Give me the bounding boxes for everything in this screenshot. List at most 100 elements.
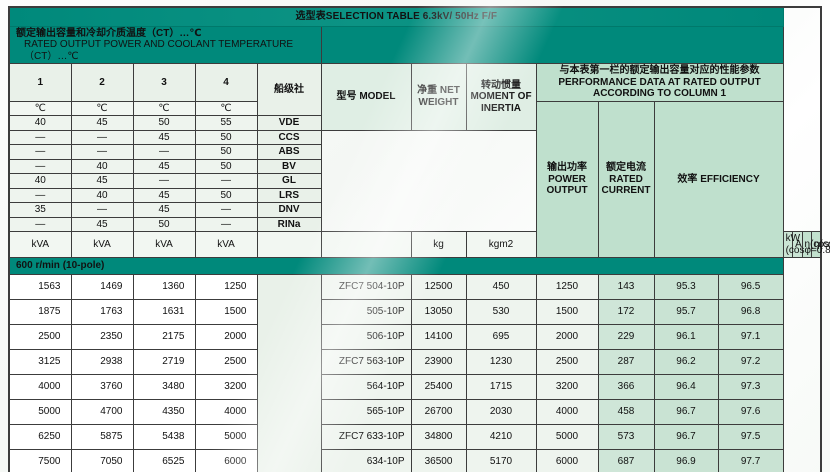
power-output-header: 输出功率 POWER OUTPUT [535, 100, 599, 258]
temp-value: 55 [194, 115, 258, 131]
rated-output-band-filler [320, 25, 784, 64]
power-output-header-en2: OUTPUT [546, 185, 588, 196]
cell-kva-4: 4000 [194, 399, 258, 425]
cell-power-output: 2000 [535, 324, 599, 350]
table-row[interactable]: 3125 2938 2719 2500 ZFC7 563-10P 23900 1… [8, 349, 821, 375]
temp-value: — [8, 129, 72, 145]
cell-kva-1: 4000 [8, 374, 72, 400]
cell-moment-inertia: 695 [465, 324, 537, 350]
rated-current-header-cn: 额定电流 [606, 162, 646, 173]
temp-value: — [70, 129, 134, 145]
cell-power-output: 5000 [535, 424, 599, 450]
class-society-value: GL [256, 173, 322, 189]
unit-net-weight: kg [410, 231, 467, 258]
unit-power-output: kW (cosφ=0.8) [782, 231, 830, 258]
cell-efficiency-08: 96.9 [653, 449, 719, 472]
rated-output-cn: 额定输出容量和冷却介质温度（CT）…℃ [16, 27, 202, 39]
cell-rated-current: 366 [597, 374, 655, 400]
performance-header-en1: PERFORMANCE DATA AT RATED OUTPUT [558, 76, 761, 88]
title-row: 选型表SELECTION TABLE 6.3kV/ 50Hz F/F [8, 6, 821, 27]
class-society-value: ABS [256, 144, 322, 160]
cell-class-society-blank [256, 274, 322, 472]
speed-band: 600 r/min (10-pole) [8, 257, 784, 275]
temp-value: 45 [132, 129, 196, 145]
class-society-value: BV [256, 158, 322, 174]
degree-unit-3: ℃ [132, 100, 196, 116]
performance-header-en2: ACCORDING TO COLUMN 1 [592, 88, 727, 99]
cell-efficiency-08: 96.7 [653, 399, 719, 425]
performance-header: 与本表第一栏的额定输出容量对应的性能参数 PERFORMANCE DATA AT… [535, 63, 784, 102]
model-header: 型号 MODEL [320, 63, 412, 131]
unit-power-output-line2: (cosφ=0.8) [786, 245, 830, 257]
table-row[interactable]: 6250 5875 5438 5000 ZFC7 633-10P 34800 4… [8, 424, 821, 450]
rated-current-header-en1: RATED [609, 173, 643, 185]
temp-value: — [8, 158, 72, 174]
moment-inertia-header-en1: MOMENT [470, 91, 515, 102]
class-society-value: DNV [256, 202, 322, 218]
column-number-row: 1 2 3 4 船级社 型号 MODEL 净重 NET WEIGHT 转动惯量 … [8, 63, 821, 131]
unit-kva-4: kVA [194, 231, 258, 258]
cell-efficiency-10: 97.6 [717, 399, 784, 425]
cell-power-output: 1500 [535, 299, 599, 325]
temp-value: 45 [70, 216, 134, 232]
temp-value: 45 [132, 187, 196, 203]
cell-model: ZFC7 504-10P [320, 274, 412, 300]
temp-value: 40 [70, 187, 134, 203]
temperature-row: — 40 45 50 LRS [8, 187, 821, 203]
cell-moment-inertia: 5170 [465, 449, 537, 472]
unit-model [320, 231, 412, 258]
unit-kva-3: kVA [132, 231, 196, 258]
unit-kva-2: kVA [70, 231, 134, 258]
cell-efficiency-08: 96.4 [653, 374, 719, 400]
cell-net-weight: 23900 [410, 349, 467, 375]
temp-value: 40 [8, 173, 72, 189]
moment-inertia-header-en2: OF INERTIA [481, 91, 532, 114]
cell-model: 505-10P [320, 299, 412, 325]
table-row[interactable]: 4000 3760 3480 3200 564-10P 25400 1715 3… [8, 374, 821, 400]
temp-value: — [194, 202, 258, 218]
class-society-header: 船级社 [256, 63, 322, 116]
temp-value: — [132, 144, 196, 160]
temp-value: 35 [8, 202, 72, 218]
cell-kva-3: 2175 [132, 324, 196, 350]
cell-rated-current: 573 [597, 424, 655, 450]
class-society-value: RINa [256, 216, 322, 232]
cell-model: 564-10P [320, 374, 412, 400]
cell-kva-1: 5000 [8, 399, 72, 425]
temperature-row: — — 45 50 CCS [8, 129, 821, 145]
table-row[interactable]: 5000 4700 4350 4000 565-10P 26700 2030 4… [8, 399, 821, 425]
cell-kva-3: 4350 [132, 399, 196, 425]
temp-value: 50 [194, 144, 258, 160]
col-number-4: 4 [194, 63, 258, 102]
model-header-en: MODEL [359, 91, 396, 102]
table-row[interactable]: 2500 2350 2175 2000 506-10P 14100 695 20… [8, 324, 821, 350]
class-society-value: LRS [256, 187, 322, 203]
rated-output-en: RATED OUTPUT POWER AND COOLANT TEMPERATU… [24, 39, 294, 62]
cell-model: ZFC7 633-10P [320, 424, 412, 450]
cell-kva-4: 2500 [194, 349, 258, 375]
temp-value: 45 [132, 202, 196, 218]
table-row[interactable]: 1875 1763 1631 1500 505-10P 13050 530 15… [8, 299, 821, 325]
unit-kva-1: kVA [8, 231, 72, 258]
cell-net-weight: 13050 [410, 299, 467, 325]
cell-efficiency-08: 96.1 [653, 324, 719, 350]
cell-kva-2: 4700 [70, 399, 134, 425]
cell-power-output: 4000 [535, 399, 599, 425]
class-society-value: CCS [256, 129, 322, 145]
table-row[interactable]: 1563 1469 1360 1250 ZFC7 504-10P 12500 4… [8, 274, 821, 472]
moment-inertia-header-cn: 转动惯量 [481, 79, 521, 91]
cell-efficiency-10: 97.2 [717, 349, 784, 375]
speed-band-row: 600 r/min (10-pole) [8, 257, 821, 275]
table-row[interactable]: 7500 7050 6525 6000 634-10P 36500 5170 6… [8, 449, 821, 472]
cell-moment-inertia: 450 [465, 274, 537, 300]
cell-model: ZFC7 563-10P [320, 349, 412, 375]
selection-table: 选型表SELECTION TABLE 6.3kV/ 50Hz F/F 额定输出容… [8, 6, 830, 472]
cell-kva-2: 1469 [70, 274, 134, 300]
efficiency-header-cn: 效率 [677, 173, 698, 185]
cell-kva-2: 5875 [70, 424, 134, 450]
cell-net-weight: 12500 [410, 274, 467, 300]
temp-value: 45 [132, 158, 196, 174]
cell-efficiency-10: 97.3 [717, 374, 784, 400]
cell-efficiency-10: 97.5 [717, 424, 784, 450]
